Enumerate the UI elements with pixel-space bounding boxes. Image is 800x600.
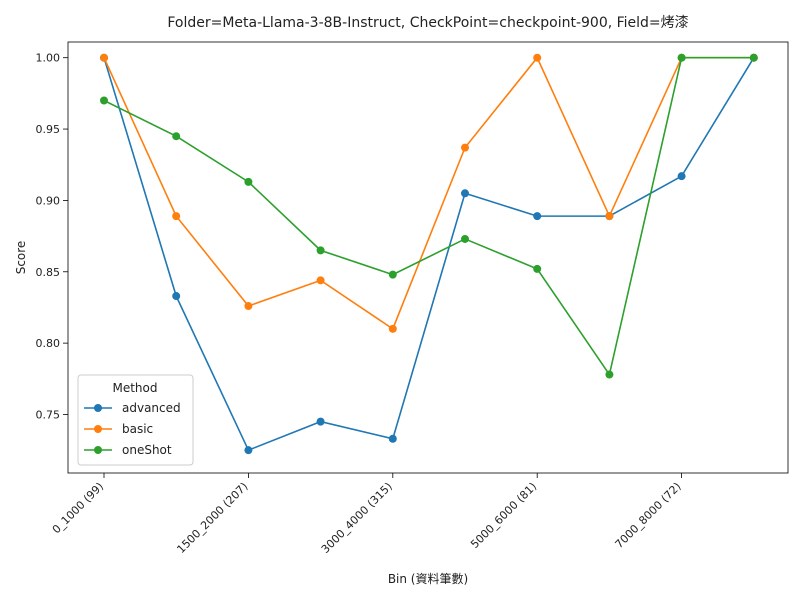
data-point-advanced [316,417,325,426]
data-point-oneShot [533,264,542,273]
series-layer [100,53,758,455]
series-line-basic [103,56,754,331]
data-point-oneShot [677,53,686,62]
legend-swatch-marker [94,446,102,454]
y-tick-label: 1.00 [36,52,61,65]
x-tick-label: 5000_6000 (81) [468,480,539,551]
data-point-advanced [461,189,469,198]
y-tick-label: 0.75 [36,408,61,421]
data-point-advanced [533,212,542,221]
x-tick-label: 0_1000 (99) [50,480,106,536]
y-axis: 0.75 0.80 0.85 0.90 0.95 1.00 [36,52,68,421]
y-tick-label: 0.85 [36,266,61,279]
legend-box [77,374,194,466]
legend: Method advanced basic oneShot [77,374,194,466]
data-point-oneShot [461,234,469,243]
chart-title: Folder=Meta-Llama-3-8B-Instruct, CheckPo… [167,15,688,31]
data-point-oneShot [100,96,108,105]
data-point-oneShot [605,370,614,379]
series-line-oneShot [103,56,754,377]
x-axis: 0_1000 (99) 1500_2000 (207) 3000_4000 (315… [50,473,684,556]
data-point-oneShot [388,270,397,279]
y-axis-label: Score [14,241,28,275]
data-point-oneShot [172,132,181,141]
legend-title: Method [112,381,157,395]
x-tick-label: 1500_2000 (207) [174,480,250,556]
data-point-basic [533,53,542,62]
x-axis-label: Bin (資料筆數) [388,572,468,586]
y-tick-label: 0.80 [36,337,61,350]
legend-label-advanced: advanced [122,401,181,415]
data-point-oneShot [316,246,325,255]
x-tick-label: 7000_8000 (72) [613,480,684,551]
x-tick-label: 3000_4000 (315) [319,480,395,556]
plot-area-frame [67,41,789,474]
data-point-oneShot [244,177,253,186]
data-point-basic [172,212,181,221]
data-point-advanced [388,434,397,443]
data-point-basic [316,276,325,285]
legend-swatch-marker [94,425,102,433]
data-point-basic [388,324,397,333]
legend-label-oneShot: oneShot [122,443,172,457]
data-point-oneShot [749,53,758,62]
data-point-advanced [677,172,686,181]
data-point-basic [244,302,253,311]
legend-label-basic: basic [122,422,153,436]
series-line-advanced [103,57,755,452]
data-point-advanced [172,292,181,301]
y-tick-label: 0.90 [36,194,61,207]
data-point-advanced [244,446,253,455]
legend-entries: advanced basic oneShot [84,401,181,457]
data-point-basic [461,143,469,152]
data-point-basic [605,212,614,221]
y-tick-label: 0.95 [36,123,61,136]
legend-swatch-marker [94,404,102,412]
data-point-basic [100,53,108,62]
